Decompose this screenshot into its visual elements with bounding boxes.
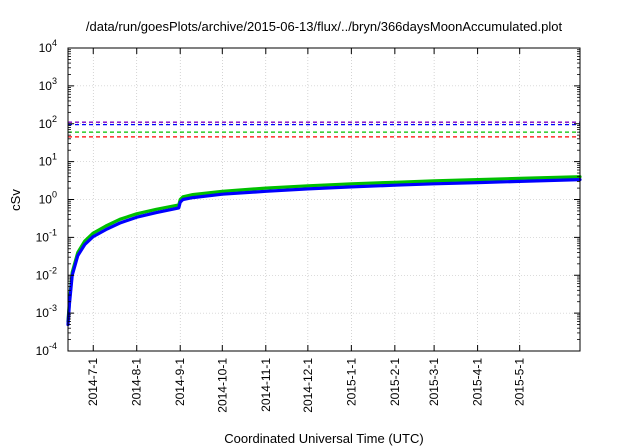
x-tick-label: 2015-1-1 [344, 358, 358, 406]
x-tick-label: 2014-7-1 [86, 358, 100, 406]
y-tick-label: 10-3 [36, 303, 57, 320]
y-tick-labels: 10-4 10-3 10-2 10-1 100 101 102 103 104 [36, 38, 57, 358]
y-tick-label: 10-4 [36, 341, 57, 358]
x-tick-labels: 2014-7-1 2014-8-1 2014-9-1 2014-10-1 2014-11… [86, 358, 526, 413]
y-tick-label: 102 [39, 114, 57, 131]
y-tick-label: 100 [39, 190, 57, 207]
threshold-lines [68, 121, 580, 138]
x-tick-label: 2014-8-1 [130, 358, 144, 406]
x-axis-label: Coordinated Universal Time (UTC) [224, 431, 423, 446]
y-tick-label: 104 [39, 38, 57, 55]
x-tick-label: 2015-4-1 [471, 358, 485, 406]
x-tick-label: 2015-5-1 [513, 358, 527, 406]
chart-title: /data/run/goesPlots/archive/2015-06-13/f… [86, 19, 563, 34]
x-tick-label: 2014-11-1 [259, 358, 273, 412]
x-tick-label: 2015-2-1 [388, 358, 402, 406]
x-tick-label: 2014-9-1 [173, 358, 187, 406]
y-tick-label: 10-1 [36, 227, 57, 244]
y-axis-label: cSv [8, 189, 23, 211]
series-line [66, 178, 582, 327]
x-tick-label: 2015-3-1 [427, 358, 441, 406]
x-tick-label: 2014-12-1 [301, 358, 315, 413]
y-tick-label: 101 [39, 152, 57, 169]
y-tick-label: 103 [39, 76, 57, 93]
series-lines [66, 175, 582, 327]
series-line [66, 175, 582, 324]
x-tick-label: 2014-10-1 [215, 358, 229, 413]
y-tick-label: 10-2 [36, 265, 57, 282]
tick-marks [68, 47, 580, 352]
